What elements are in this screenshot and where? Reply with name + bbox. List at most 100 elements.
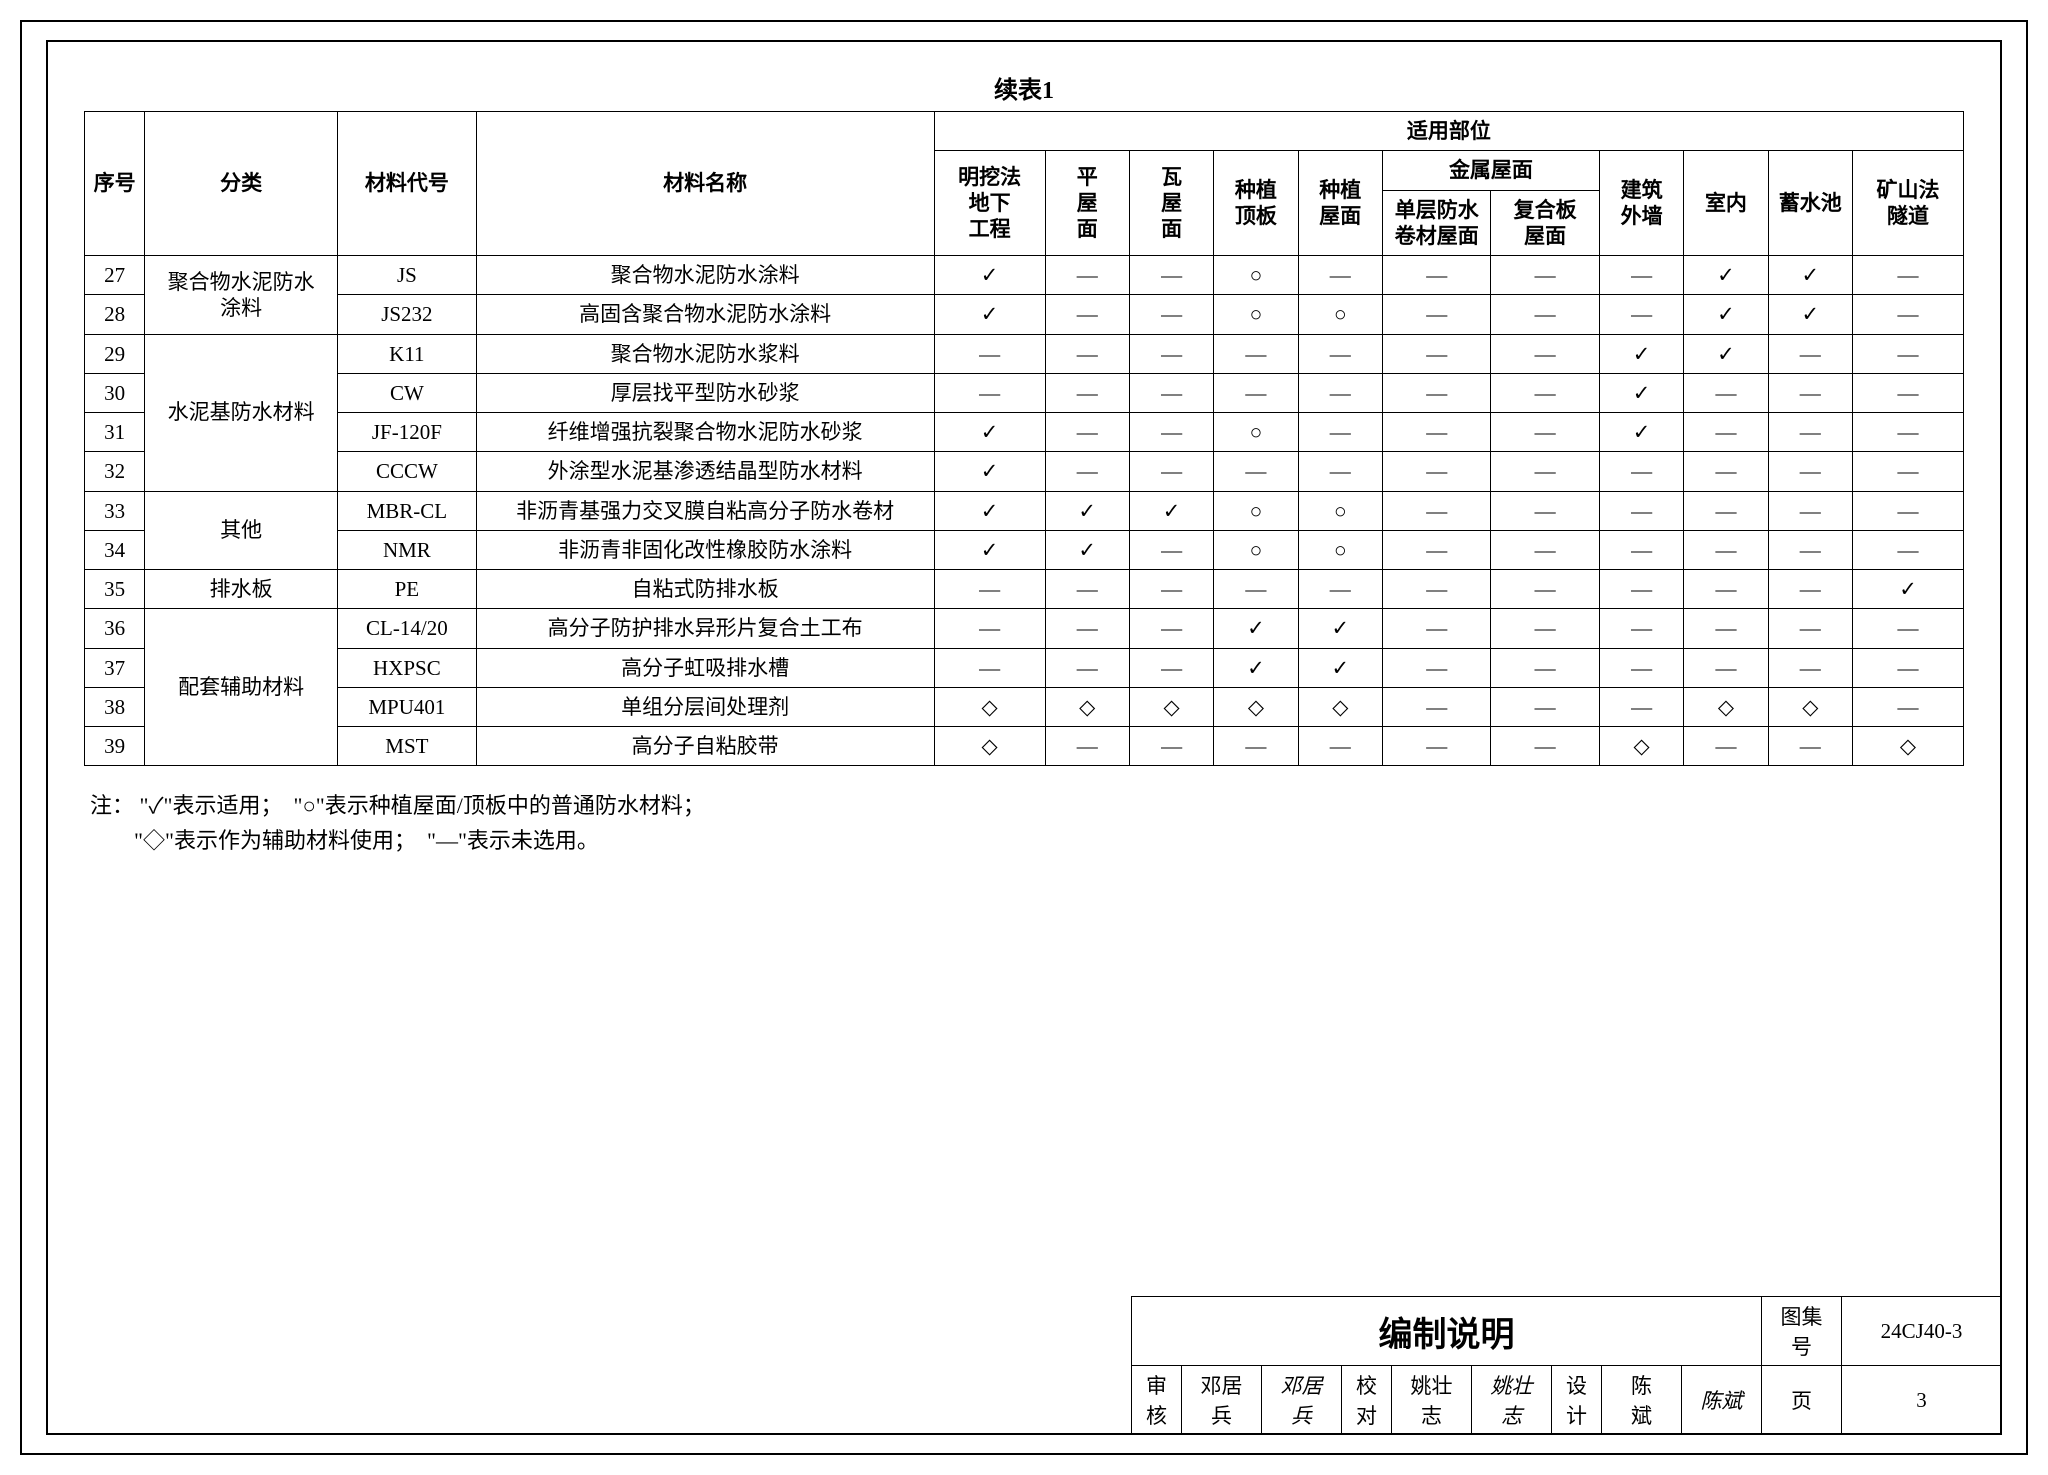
cell-mark: — bbox=[1768, 491, 1852, 530]
cell-name: 非沥青基强力交叉膜自粘高分子防水卷材 bbox=[476, 491, 934, 530]
cell-mark: ✓ bbox=[934, 295, 1045, 334]
cell-mark: — bbox=[1045, 648, 1129, 687]
cell-mark: — bbox=[1599, 609, 1683, 648]
cell-mark: — bbox=[1599, 256, 1683, 295]
table-notes: 注： "✓"表示适用； "○"表示种植屋面/顶板中的普通防水材料； "◇"表示作… bbox=[84, 788, 1964, 858]
cell-mark: — bbox=[1684, 491, 1768, 530]
atlas-label: 图集号 bbox=[1762, 1297, 1842, 1366]
cell-mark: — bbox=[1599, 648, 1683, 687]
cell-category: 其他 bbox=[145, 491, 338, 570]
cell-mark: — bbox=[1491, 413, 1599, 452]
cell-mark: — bbox=[1852, 413, 1963, 452]
cell-mark: — bbox=[1382, 727, 1490, 766]
cell-mark: — bbox=[1768, 530, 1852, 569]
cell-name: 厚层找平型防水砂浆 bbox=[476, 373, 934, 412]
cell-mark: — bbox=[1491, 648, 1599, 687]
cell-mark: — bbox=[1684, 373, 1768, 412]
cell-mark: — bbox=[1599, 687, 1683, 726]
th-category: 分类 bbox=[145, 112, 338, 256]
design-label: 设计 bbox=[1552, 1366, 1602, 1435]
cell-mark: — bbox=[1214, 570, 1298, 609]
cell-mark: ✓ bbox=[1684, 256, 1768, 295]
cell-mark: ◇ bbox=[934, 687, 1045, 726]
table-row: 28JS232高固含聚合物水泥防水涂料✓——○○———✓✓— bbox=[85, 295, 1964, 334]
cell-mark: ○ bbox=[1298, 491, 1382, 530]
proofer: 姚壮志 bbox=[1392, 1366, 1472, 1435]
cell-code: PE bbox=[338, 570, 477, 609]
cell-name: 非沥青非固化改性橡胶防水涂料 bbox=[476, 530, 934, 569]
cell-mark: — bbox=[1382, 609, 1490, 648]
cell-mark: ✓ bbox=[1852, 570, 1963, 609]
table-row: 36配套辅助材料CL-14/20高分子防护排水异形片复合土工布———✓✓————… bbox=[85, 609, 1964, 648]
cell-mark: — bbox=[1129, 452, 1213, 491]
cell-mark: — bbox=[1491, 256, 1599, 295]
cell-code: CL-14/20 bbox=[338, 609, 477, 648]
table-row: 38MPU401单组分层间处理剂◇◇◇◇◇———◇◇— bbox=[85, 687, 1964, 726]
th-code: 材料代号 bbox=[338, 112, 477, 256]
page-no: 3 bbox=[1842, 1366, 2002, 1435]
cell-mark: — bbox=[1298, 334, 1382, 373]
cell-mark: — bbox=[1298, 570, 1382, 609]
th-name: 材料名称 bbox=[476, 112, 934, 256]
table-row: 37HXPSC高分子虹吸排水槽———✓✓—————— bbox=[85, 648, 1964, 687]
table-head: 序号 分类 材料代号 材料名称 适用部位 明挖法 地下 工程 平 屋 面 瓦 屋… bbox=[85, 112, 1964, 256]
table-row: 31JF-120F纤维增强抗裂聚合物水泥防水砂浆✓——○———✓——— bbox=[85, 413, 1964, 452]
cell-mark: — bbox=[1599, 491, 1683, 530]
cell-mark: ○ bbox=[1214, 530, 1298, 569]
cell-mark: — bbox=[1129, 727, 1213, 766]
cell-mark: ○ bbox=[1214, 491, 1298, 530]
cell-mark: — bbox=[1382, 530, 1490, 569]
th-idx: 序号 bbox=[85, 112, 145, 256]
cell-mark: — bbox=[1129, 413, 1213, 452]
cell-mark: — bbox=[1491, 687, 1599, 726]
cell-mark: — bbox=[1045, 727, 1129, 766]
cell-idx: 30 bbox=[85, 373, 145, 412]
table-row: 27聚合物水泥防水 涂料JS聚合物水泥防水涂料✓——○————✓✓— bbox=[85, 256, 1964, 295]
cell-code: JS bbox=[338, 256, 477, 295]
cell-idx: 38 bbox=[85, 687, 145, 726]
review-label: 审核 bbox=[1132, 1366, 1182, 1435]
cell-mark: ◇ bbox=[1129, 687, 1213, 726]
cell-mark: — bbox=[1852, 530, 1963, 569]
cell-mark: — bbox=[1599, 295, 1683, 334]
cell-code: JF-120F bbox=[338, 413, 477, 452]
cell-name: 高分子自粘胶带 bbox=[476, 727, 934, 766]
cell-mark: — bbox=[1768, 648, 1852, 687]
cell-mark: ◇ bbox=[934, 727, 1045, 766]
cell-idx: 33 bbox=[85, 491, 145, 530]
cell-mark: — bbox=[934, 334, 1045, 373]
cell-code: MPU401 bbox=[338, 687, 477, 726]
cell-idx: 27 bbox=[85, 256, 145, 295]
cell-mark: — bbox=[1684, 609, 1768, 648]
cell-name: 聚合物水泥防水浆料 bbox=[476, 334, 934, 373]
cell-mark: — bbox=[1852, 648, 1963, 687]
cell-idx: 32 bbox=[85, 452, 145, 491]
cell-mark: — bbox=[1852, 256, 1963, 295]
cell-idx: 35 bbox=[85, 570, 145, 609]
cell-mark: ◇ bbox=[1214, 687, 1298, 726]
cell-mark: ◇ bbox=[1852, 727, 1963, 766]
cell-mark: — bbox=[1045, 295, 1129, 334]
cell-code: JS232 bbox=[338, 295, 477, 334]
cell-mark: — bbox=[1852, 373, 1963, 412]
cell-name: 高分子防护排水异形片复合土工布 bbox=[476, 609, 934, 648]
cell-mark: ✓ bbox=[934, 530, 1045, 569]
th-applic-group: 适用部位 bbox=[934, 112, 1963, 151]
cell-mark: ✓ bbox=[1129, 491, 1213, 530]
cell-mark: — bbox=[1491, 570, 1599, 609]
cell-mark: ✓ bbox=[1214, 648, 1298, 687]
table-row: 29水泥基防水材料K11聚合物水泥防水浆料———————✓✓—— bbox=[85, 334, 1964, 373]
cell-mark: ○ bbox=[1214, 413, 1298, 452]
cell-mark: — bbox=[934, 648, 1045, 687]
cell-mark: — bbox=[1045, 256, 1129, 295]
cell-mark: — bbox=[1684, 570, 1768, 609]
cell-mark: — bbox=[1382, 295, 1490, 334]
cell-mark: ✓ bbox=[1298, 648, 1382, 687]
cell-idx: 31 bbox=[85, 413, 145, 452]
cell-mark: ○ bbox=[1214, 256, 1298, 295]
cell-name: 高固含聚合物水泥防水涂料 bbox=[476, 295, 934, 334]
th-app-2: 瓦 屋 面 bbox=[1129, 151, 1213, 256]
cell-name: 高分子虹吸排水槽 bbox=[476, 648, 934, 687]
cell-code: CW bbox=[338, 373, 477, 412]
cell-mark: — bbox=[1214, 452, 1298, 491]
